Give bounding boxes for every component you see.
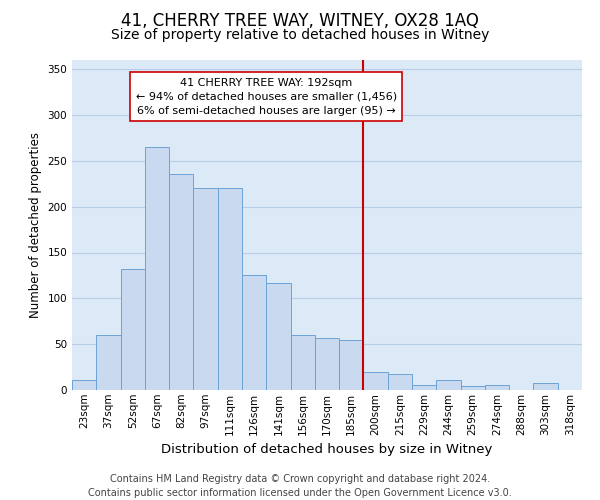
Text: 41, CHERRY TREE WAY, WITNEY, OX28 1AQ: 41, CHERRY TREE WAY, WITNEY, OX28 1AQ: [121, 12, 479, 30]
Bar: [339, 340, 364, 390]
Y-axis label: Number of detached properties: Number of detached properties: [29, 132, 42, 318]
Bar: [364, 372, 388, 390]
Bar: [533, 382, 558, 390]
Bar: [96, 335, 121, 390]
Bar: [121, 269, 145, 390]
Bar: [436, 380, 461, 390]
Text: Size of property relative to detached houses in Witney: Size of property relative to detached ho…: [111, 28, 489, 42]
Bar: [72, 380, 96, 390]
Bar: [169, 174, 193, 390]
Bar: [388, 374, 412, 390]
Bar: [315, 338, 339, 390]
Bar: [145, 147, 169, 390]
X-axis label: Distribution of detached houses by size in Witney: Distribution of detached houses by size …: [161, 443, 493, 456]
Bar: [266, 283, 290, 390]
Bar: [485, 386, 509, 390]
Bar: [290, 335, 315, 390]
Bar: [412, 384, 436, 390]
Bar: [461, 386, 485, 390]
Bar: [193, 188, 218, 390]
Text: 41 CHERRY TREE WAY: 192sqm
← 94% of detached houses are smaller (1,456)
6% of se: 41 CHERRY TREE WAY: 192sqm ← 94% of deta…: [136, 78, 397, 116]
Bar: [218, 188, 242, 390]
Text: Contains HM Land Registry data © Crown copyright and database right 2024.
Contai: Contains HM Land Registry data © Crown c…: [88, 474, 512, 498]
Bar: [242, 276, 266, 390]
